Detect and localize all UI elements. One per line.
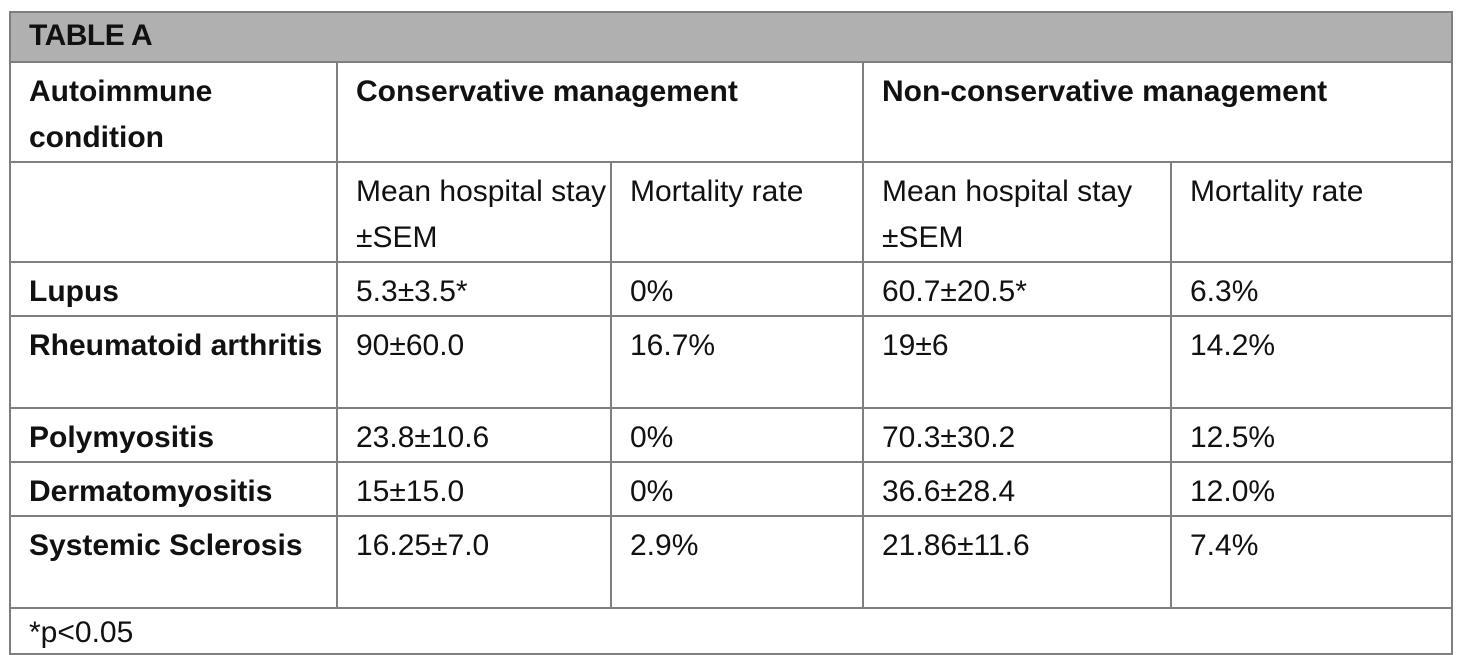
footnote: *p<0.05	[8, 607, 1454, 655]
row-noncons-mortality: 12.0%	[1169, 461, 1454, 517]
footnote-row: *p<0.05	[8, 607, 1454, 655]
row-condition: Rheumatoid arthritis	[9, 315, 338, 409]
header-condition: Autoimmune condition	[9, 61, 338, 163]
row-noncons-mortality: 7.4%	[1169, 515, 1454, 609]
table-row: Lupus 5.3±3.5* 0% 60.7±20.5* 6.3%	[9, 261, 1454, 317]
table-row: Rheumatoid arthritis 90±60.0 16.7% 19±6 …	[9, 315, 1454, 409]
table-title: TABLE A	[8, 11, 1454, 63]
row-noncons-stay: 70.3±30.2	[862, 407, 1172, 463]
subheader-cons-mortality: Mortality rate	[610, 161, 864, 263]
subheader-noncons-stay: Mean hospital stay ±SEM	[862, 161, 1172, 263]
table-row: Dermatomyositis 15±15.0 0% 36.6±28.4 12.…	[9, 461, 1454, 517]
row-condition: Lupus	[9, 261, 338, 317]
row-noncons-mortality: 6.3%	[1169, 261, 1454, 317]
row-cons-stay: 5.3±3.5*	[336, 261, 612, 317]
row-cons-mortality: 0%	[610, 261, 864, 317]
table-title-row: TABLE A	[8, 11, 1454, 63]
subheader-empty	[9, 161, 338, 263]
row-noncons-mortality: 14.2%	[1169, 315, 1454, 409]
row-noncons-stay: 60.7±20.5*	[862, 261, 1172, 317]
row-condition: Dermatomyositis	[9, 461, 338, 517]
row-cons-stay: 16.25±7.0	[336, 515, 612, 609]
subheader-cons-stay: Mean hospital stay ±SEM	[336, 161, 612, 263]
row-cons-stay: 90±60.0	[336, 315, 612, 409]
row-cons-mortality: 0%	[610, 407, 864, 463]
row-cons-mortality: 16.7%	[610, 315, 864, 409]
row-noncons-stay: 21.86±11.6	[862, 515, 1172, 609]
row-condition: Polymyositis	[9, 407, 338, 463]
table-subheader-row: Mean hospital stay ±SEM Mortality rate M…	[9, 161, 1454, 263]
subheader-noncons-mortality: Mortality rate	[1169, 161, 1454, 263]
row-cons-stay: 15±15.0	[336, 461, 612, 517]
row-condition: Systemic Sclerosis	[9, 515, 338, 609]
row-cons-mortality: 2.9%	[610, 515, 864, 609]
row-noncons-mortality: 12.5%	[1169, 407, 1454, 463]
row-cons-stay: 23.8±10.6	[336, 407, 612, 463]
results-table: TABLE A Autoimmune condition Conservativ…	[8, 11, 1454, 655]
table-row: Systemic Sclerosis 16.25±7.0 2.9% 21.86±…	[9, 515, 1454, 609]
table-header-row: Autoimmune condition Conservative manage…	[9, 61, 1454, 163]
table-row: Polymyositis 23.8±10.6 0% 70.3±30.2 12.5…	[9, 407, 1454, 463]
header-conservative: Conservative management	[336, 61, 864, 163]
header-nonconservative: Non-conservative management	[861, 61, 1454, 163]
row-noncons-stay: 19±6	[862, 315, 1172, 409]
row-noncons-stay: 36.6±28.4	[862, 461, 1172, 517]
row-cons-mortality: 0%	[610, 461, 864, 517]
